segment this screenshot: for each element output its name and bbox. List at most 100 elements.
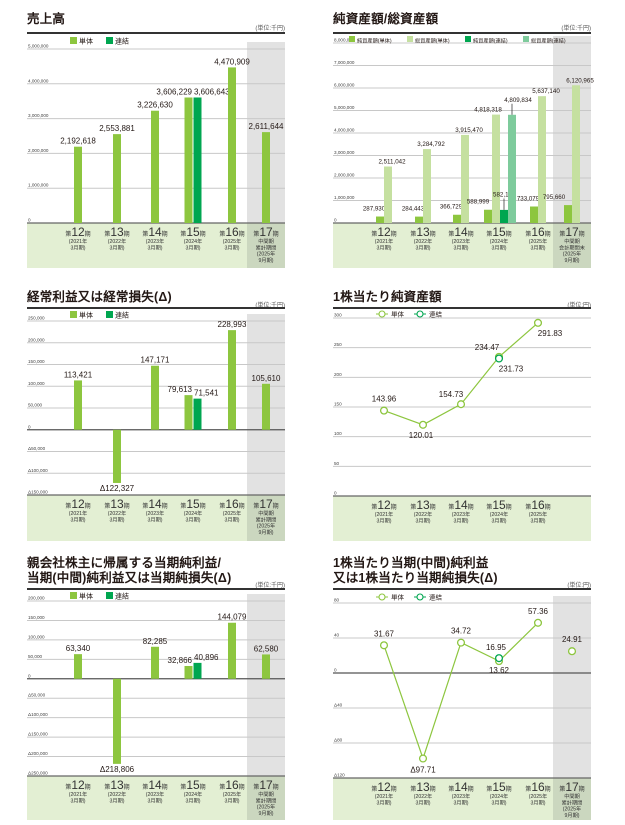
category-sublabel: 3月期) [225,797,240,804]
data-label: 31.67 [374,629,395,638]
bar [113,678,121,764]
data-label: 63,340 [66,644,91,653]
legend-swatch [106,37,113,44]
divider [333,588,591,590]
category-band [333,223,591,268]
category-label: 第15期 [180,497,205,511]
category-sublabel: 3月期) [110,516,125,523]
category-label: 第15期 [486,780,511,794]
data-label: 366,729 [440,204,463,211]
title-line: 又は1株当たり当期純損失(Δ) [333,571,498,585]
category-label: 第16期 [219,778,244,792]
category-sublabel: (2023年 [146,237,164,245]
category-sublabel: 3月期) [454,799,469,806]
interim-column-band [553,223,591,268]
legend-label: 連結 [429,593,443,602]
category-band [27,223,285,268]
data-label: 24.91 [562,635,583,644]
y-tick-label: 0 [28,424,31,429]
y-tick-label: Δ150,000 [28,490,48,495]
bar [151,110,159,223]
data-label: 795,660 [543,194,566,201]
category-sublabel: 中間期 [258,237,274,245]
legend-label: 純資産額(単体) [357,37,392,45]
legend-swatch [465,36,471,42]
legend-label: 純資産額(連結) [473,37,508,45]
data-label: 231.73 [499,365,524,374]
y-tick-label: 3,000,000 [28,113,49,118]
category-sublabel: (2022年 [108,790,126,798]
y-tick-label: 200,000 [28,337,45,342]
y-tick-label: Δ250,000 [28,771,48,776]
interim-column-shade [247,594,285,776]
chart-title-eps: 1株当たり当期(中間)純利益 又は1株当たり当期純損失(Δ) [333,556,498,586]
category-sublabel: 3月期) [225,244,240,251]
y-tick-label: 80 [334,598,340,603]
category-sublabel: 3月期) [71,797,86,804]
legend-label: 連結 [429,310,443,319]
bar [184,665,193,679]
bar [564,205,572,223]
category-label: 第13期 [104,778,129,792]
data-label: 4,470,909 [214,57,250,66]
data-label: Δ122,327 [100,484,135,493]
legend-swatch [106,592,113,599]
data-label: 3,915,470 [455,127,483,134]
bar [262,654,270,679]
category-sublabel: 3月期) [186,516,201,523]
bar [228,330,236,430]
y-tick-label: Δ200,000 [28,751,48,756]
y-tick-label: Δ50,000 [28,693,46,698]
divider [27,588,285,590]
interim-column-band [247,495,285,541]
category-sublabel: (2021年 [375,792,393,800]
y-tick-label: 0 [28,218,31,223]
data-point [456,400,466,409]
bar [492,114,500,223]
category-sublabel: (2023年 [452,510,470,518]
legend-label: 単体 [391,310,405,319]
title-line: 経常利益又は経常損失(Δ) [27,290,172,304]
category-label: 第13期 [104,497,129,511]
data-label: 228,993 [218,320,247,329]
legend-swatch [407,36,413,42]
category-sublabel: (2024年 [490,237,508,245]
y-tick-label: 150,000 [28,359,45,364]
y-tick-label: 8,000,000 [334,38,355,43]
y-tick-label: 1,000,000 [334,195,355,200]
y-tick-label: 5,000,000 [334,105,355,110]
y-tick-label: 0 [334,491,337,496]
y-tick-label: 0 [334,218,337,223]
y-tick-label: 0 [334,668,337,673]
bar [262,132,270,223]
data-label: 71,541 [194,389,219,398]
bar [572,85,580,223]
y-tick-label: 300 [334,313,342,318]
data-label: 2,192,618 [60,137,96,146]
bar [384,166,392,223]
category-sublabel: 3月期) [186,244,201,251]
y-tick-label: 1,000,000 [28,183,49,188]
category-sublabel: 3月期) [454,244,469,251]
legend-swatch [70,592,77,599]
category-band [333,778,591,820]
legend-label: 単体 [79,37,93,46]
data-label: 582,118 [493,192,515,199]
category-label: 第12期 [371,225,396,239]
data-point [533,618,543,627]
category-sublabel: 3月期) [110,797,125,804]
bar [184,395,193,430]
divider [27,32,285,34]
title-line: 当期(中間)純利益又は当期純損失(Δ) [27,571,232,585]
data-label: 32,866 [168,656,193,665]
y-tick-label: Δ50,000 [28,446,46,451]
bar [184,97,193,223]
y-tick-label: 6,000,000 [334,83,355,88]
y-tick-label: 40 [334,633,340,638]
category-sublabel: 3月期) [377,799,392,806]
category-sublabel: (2025年 [257,803,275,811]
legend-label: 連結 [115,311,129,320]
y-tick-label: 200 [334,372,342,377]
y-tick-label: 150,000 [28,615,45,620]
bar [151,365,159,430]
